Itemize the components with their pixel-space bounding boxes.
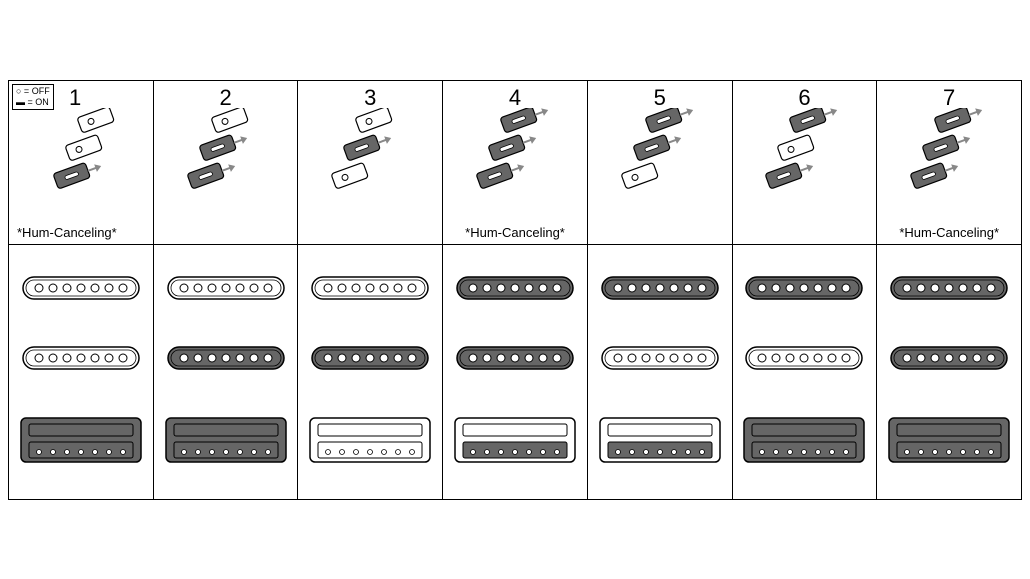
neck-pickup-icon (455, 275, 575, 306)
switch-panel: 6 (733, 81, 877, 245)
hum-canceling-label: *Hum-Canceling* (899, 225, 999, 240)
legend-off: ○ = OFF (16, 86, 50, 97)
neck-pickup-icon (166, 275, 286, 306)
position-column-3: 3 (298, 81, 443, 499)
switch-panel: 3 (298, 81, 442, 245)
middle-pickup-icon (310, 345, 430, 376)
legend-on: ▬ = ON (16, 97, 50, 108)
middle-pickup-icon (21, 345, 141, 376)
bridge-pickup-icon (308, 416, 432, 469)
switch-panel: 5 (588, 81, 732, 245)
legend-box: ○ = OFF▬ = ON (12, 84, 54, 110)
switch-group (460, 108, 570, 218)
hum-canceling-label: *Hum-Canceling* (17, 225, 117, 240)
pickup-panel (443, 245, 587, 499)
switch-panel: 2 (154, 81, 298, 245)
pickup-selector-chart: ○ = OFF▬ = ON1 *Hum-Canceling* 2 (8, 80, 1022, 500)
neck-pickup-icon (744, 275, 864, 306)
switch-group (171, 108, 281, 218)
switch-group (315, 108, 425, 218)
neck-pickup-icon (600, 275, 720, 306)
position-column-6: 6 (733, 81, 878, 499)
pickup-panel (154, 245, 298, 499)
switch-group (605, 108, 715, 218)
bridge-pickup-icon (453, 416, 577, 469)
bridge-pickup-icon (887, 416, 1011, 469)
position-column-4: 4 *Hum-Canceling* (443, 81, 588, 499)
bridge-pickup-icon (164, 416, 288, 469)
position-column-5: 5 (588, 81, 733, 499)
switch-panel: ○ = OFF▬ = ON1 *Hum-Canceling* (9, 81, 153, 245)
neck-pickup-icon (889, 275, 1009, 306)
pickup-panel (298, 245, 442, 499)
switch-group (37, 108, 147, 218)
pickup-panel (733, 245, 877, 499)
pickup-panel (588, 245, 732, 499)
switch-panel: 7 *Hum-Canceling* (877, 81, 1021, 245)
middle-pickup-icon (744, 345, 864, 376)
middle-pickup-icon (889, 345, 1009, 376)
bridge-pickup-icon (19, 416, 143, 469)
position-column-2: 2 (154, 81, 299, 499)
neck-pickup-icon (21, 275, 141, 306)
pickup-panel (877, 245, 1021, 499)
pickup-panel (9, 245, 153, 499)
bridge-pickup-icon (742, 416, 866, 469)
neck-pickup-icon (310, 275, 430, 306)
switch-group (749, 108, 859, 218)
hum-canceling-label: *Hum-Canceling* (465, 225, 565, 240)
middle-pickup-icon (455, 345, 575, 376)
middle-pickup-icon (600, 345, 720, 376)
position-column-7: 7 *Hum-Canceling* (877, 81, 1021, 499)
middle-pickup-icon (166, 345, 286, 376)
switch-panel: 4 *Hum-Canceling* (443, 81, 587, 245)
bridge-pickup-icon (598, 416, 722, 469)
position-column-1: ○ = OFF▬ = ON1 *Hum-Canceling* (9, 81, 154, 499)
switch-group (894, 108, 1004, 218)
